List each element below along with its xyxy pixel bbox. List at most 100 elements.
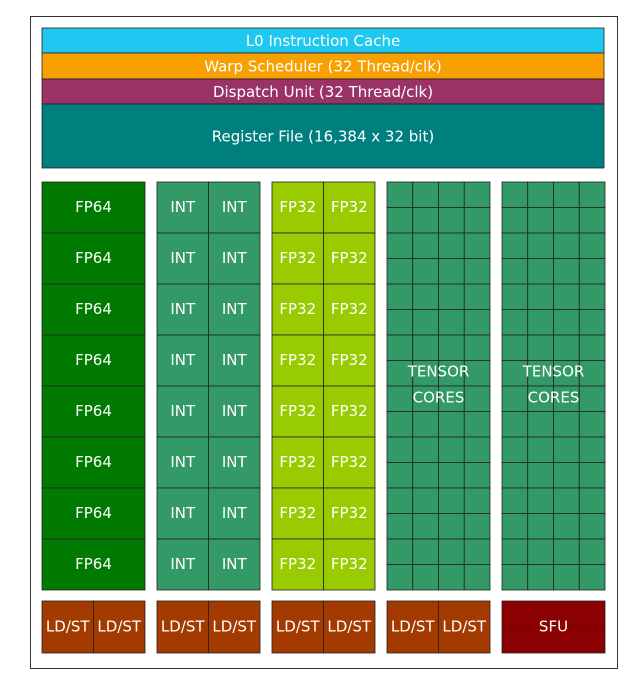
fp64-unit (41, 487, 146, 540)
tensor-cell (527, 258, 554, 285)
tensor-cell (463, 564, 491, 591)
ldst-label: LD/ST (276, 618, 320, 636)
tensor-cell (553, 360, 580, 387)
fp32-label: FP32 (331, 504, 368, 522)
int-label: INT (222, 453, 248, 471)
tensor-cell (553, 436, 580, 463)
int-unit (208, 487, 261, 540)
header-bar-label: L0 Instruction Cache (246, 32, 400, 50)
tensor-cell (386, 411, 414, 438)
fp64-label: FP64 (75, 555, 112, 573)
ldst-label: LD/ST (46, 618, 90, 636)
tensor-cell (578, 232, 606, 259)
tensor-cell (578, 334, 606, 361)
tensor-label: TENSOR (407, 363, 470, 381)
tensor-cell (463, 538, 491, 565)
tensor-cell (501, 360, 529, 387)
tensor-cell (501, 513, 529, 540)
tensor-cell (412, 436, 439, 463)
tensor-cell (527, 538, 554, 565)
tensor-cell (438, 538, 465, 565)
int-unit (208, 232, 261, 285)
int-label: INT (170, 555, 196, 573)
int-label: INT (222, 555, 248, 573)
tensor-cell (578, 411, 606, 438)
tensor-cell (578, 309, 606, 336)
tensor-label: TENSOR (522, 363, 585, 381)
tensor-cell (412, 411, 439, 438)
tensor-label: CORES (528, 389, 580, 407)
fp64-label: FP64 (75, 351, 112, 369)
fp64-unit (41, 283, 146, 336)
tensor-cell (412, 334, 439, 361)
header-bar (41, 78, 605, 105)
tensor-cell (527, 283, 554, 310)
int-unit (208, 436, 261, 489)
int-unit (156, 232, 209, 285)
tensor-cell (412, 283, 439, 310)
header-bar-label: Dispatch Unit (32 Thread/clk) (213, 83, 433, 101)
ldst-unit (323, 600, 376, 654)
ldst-unit (41, 600, 94, 654)
tensor-cell (553, 207, 580, 234)
tensor-cell (463, 334, 491, 361)
int-label: INT (170, 249, 196, 267)
tensor-cell (553, 258, 580, 285)
fp64-label: FP64 (75, 249, 112, 267)
int-unit (208, 283, 261, 336)
int-label: INT (170, 351, 196, 369)
tensor-cell (386, 513, 414, 540)
tensor-cell (501, 258, 529, 285)
tensor-cell (501, 538, 529, 565)
fp64-label: FP64 (75, 504, 112, 522)
tensor-cell (412, 181, 439, 208)
fp32-unit (323, 538, 376, 591)
fp32-label: FP32 (331, 555, 368, 573)
ldst-unit (208, 600, 261, 654)
tensor-cell (527, 207, 554, 234)
fp64-label: FP64 (75, 402, 112, 420)
ldst-label: LD/ST (97, 618, 141, 636)
int-unit (156, 436, 209, 489)
tensor-cell (386, 487, 414, 514)
tensor-cell (501, 232, 529, 259)
int-label: INT (222, 249, 248, 267)
tensor-cell (527, 513, 554, 540)
tensor-cell (527, 436, 554, 463)
tensor-cell (412, 487, 439, 514)
outer-border (30, 16, 618, 669)
tensor-cell (386, 207, 414, 234)
fp32-label: FP32 (279, 249, 316, 267)
ldst-label: LD/ST (161, 618, 205, 636)
tensor-cell (527, 232, 554, 259)
fp64-unit (41, 538, 146, 591)
tensor-cell (527, 411, 554, 438)
tensor-cell (501, 334, 529, 361)
tensor-cell (463, 309, 491, 336)
fp32-label: FP32 (331, 453, 368, 471)
int-unit (156, 283, 209, 336)
tensor-cell (386, 258, 414, 285)
tensor-cell (463, 232, 491, 259)
tensor-cell (463, 411, 491, 438)
tensor-cell (501, 462, 529, 489)
ldst-unit (271, 600, 324, 654)
fp32-label: FP32 (331, 249, 368, 267)
tensor-cell (578, 360, 606, 387)
tensor-cell (553, 513, 580, 540)
tensor-cell (438, 487, 465, 514)
tensor-cell (386, 309, 414, 336)
fp64-label: FP64 (75, 453, 112, 471)
tensor-cell (386, 436, 414, 463)
tensor-cell (578, 487, 606, 514)
tensor-cell (438, 513, 465, 540)
tensor-cell (578, 513, 606, 540)
fp64-unit (41, 436, 146, 489)
tensor-cell (412, 207, 439, 234)
tensor-label: CORES (413, 389, 465, 407)
int-unit (156, 181, 209, 234)
tensor-cell (501, 411, 529, 438)
tensor-cell (578, 564, 606, 591)
int-unit (208, 334, 261, 387)
fp64-unit (41, 334, 146, 387)
